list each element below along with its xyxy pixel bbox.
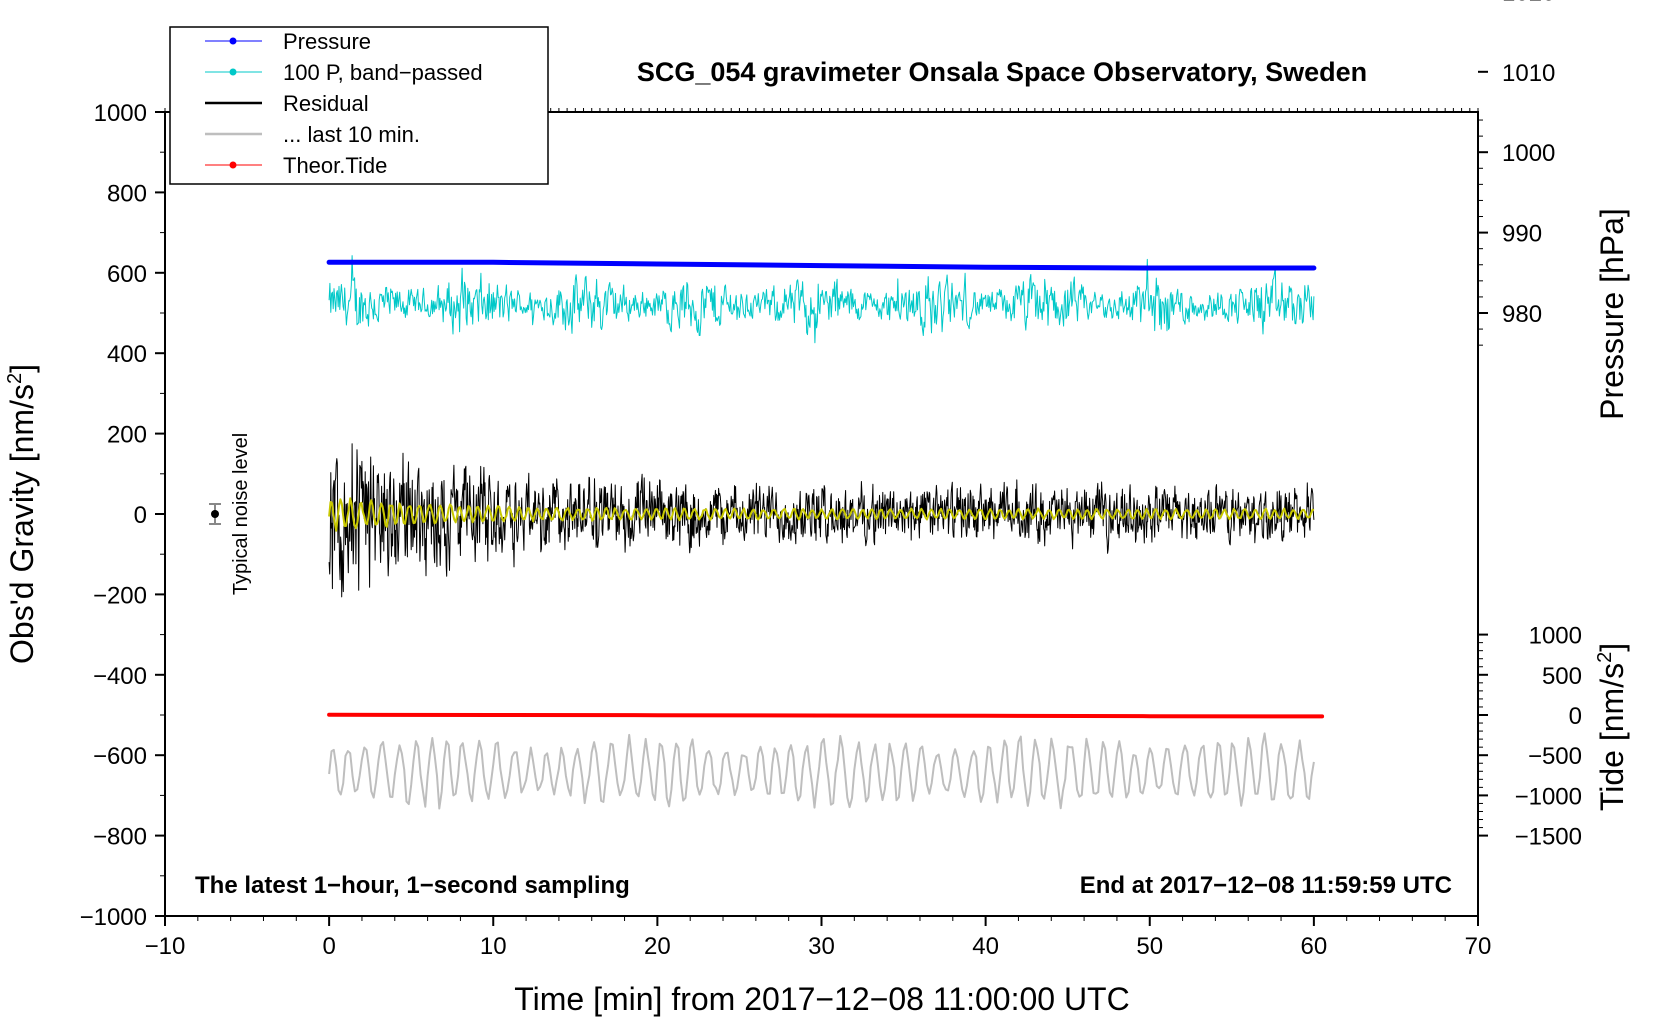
legend-item: Theor.Tide	[205, 153, 387, 178]
legend-item: Pressure	[205, 29, 371, 54]
series-theoretical-tide	[327, 712, 1325, 719]
y-tick-label: −800	[93, 824, 147, 851]
noise-marker: Typical noise level	[209, 433, 252, 595]
ticks-layer: −10 0 10 20 30 40 50 60 7010008006004002000−200−…	[80, 0, 1582, 960]
y-tick-label: −600	[93, 743, 147, 770]
legend-label: Theor.Tide	[283, 153, 387, 178]
pressure-tick-label: 990	[1502, 221, 1542, 248]
legend: Pressure 100 P, band−passed Residual ... la…	[169, 26, 549, 185]
y-axis-title: Obs'd Gravity [nm/s2]	[4, 364, 40, 664]
series-last-10-min	[328, 732, 1315, 810]
pressure-tick-label: 1010	[1502, 60, 1555, 87]
legend-item: Residual	[205, 91, 369, 116]
y-tick-label: 200	[107, 422, 147, 449]
legend-label: 100 P, band−passed	[283, 60, 483, 85]
y-tick-label: 0	[134, 502, 147, 529]
tide-tick-label: −500	[1528, 743, 1582, 770]
x-tick-label: 40	[972, 933, 999, 960]
legend-marker	[229, 68, 237, 76]
y-tick-label: −1000	[80, 904, 147, 931]
tide-axis-title: Tide [nm/s2]	[1594, 643, 1630, 811]
x-axis-title: Time [min] from 2017−12−08 11:00:00 UTC	[514, 981, 1129, 1017]
y-tick-label: −400	[93, 663, 147, 690]
y-tick-label: 800	[107, 180, 147, 207]
x-tick-label: 70	[1465, 933, 1492, 960]
tide-tick-label: 0	[1569, 703, 1582, 730]
legend-item: 100 P, band−passed	[205, 60, 483, 85]
legend-items: Pressure 100 P, band−passed Residual ... la…	[205, 29, 483, 178]
y-tick-label: −200	[93, 582, 147, 609]
legend-item: ... last 10 min.	[205, 122, 420, 147]
legend-label: Residual	[283, 91, 369, 116]
series-bandpassed-pressure	[328, 255, 1315, 344]
y-tick-label: 400	[107, 341, 147, 368]
legend-marker	[229, 37, 237, 45]
legend-marker	[229, 161, 237, 169]
x-tick-label: 50	[1136, 933, 1163, 960]
pressure-axis-title: Pressure [hPa]	[1594, 208, 1630, 420]
pressure-tick-label: 980	[1502, 301, 1542, 328]
y-tick-label: 1000	[94, 100, 147, 127]
x-tick-label: 10	[480, 933, 507, 960]
chart-title: SCG_054 gravimeter Onsala Space Observat…	[637, 57, 1367, 87]
series-pressure	[326, 259, 1317, 271]
x-tick-label: −10	[145, 933, 186, 960]
legend-box	[169, 26, 549, 185]
x-tick-label: 0	[322, 933, 335, 960]
y-tick-label: 600	[107, 261, 147, 288]
noise-dot	[211, 510, 219, 518]
x-tick-label: 30	[808, 933, 835, 960]
series-residual-smoothed	[328, 497, 1315, 532]
x-tick-label: 20	[644, 933, 671, 960]
legend-label: ... last 10 min.	[283, 122, 420, 147]
tide-tick-label: −1000	[1515, 783, 1582, 810]
annotation-right: End at 2017−12−08 11:59:59 UTC	[1080, 872, 1452, 899]
series-residual	[328, 443, 1315, 598]
tide-tick-label: 500	[1542, 663, 1582, 690]
noise-label: Typical noise level	[230, 433, 252, 595]
legend-label: Pressure	[283, 29, 371, 54]
tide-tick-label: −1500	[1515, 824, 1582, 851]
series-layer	[326, 255, 1325, 810]
tide-tick-label: 1000	[1529, 623, 1582, 650]
pressure-tick-label: 1000	[1502, 140, 1555, 167]
x-tick-label: 60	[1301, 933, 1328, 960]
annotation-left: The latest 1−hour, 1−second sampling	[195, 872, 630, 899]
